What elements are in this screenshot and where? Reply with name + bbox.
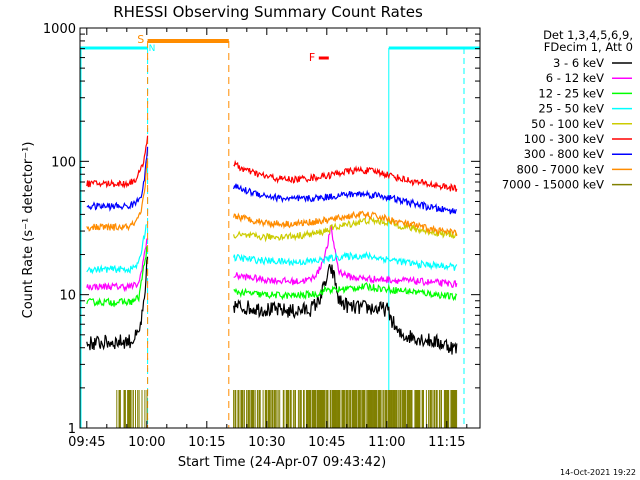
legend-label: 800 - 7000 keV [516,162,604,176]
chart-title: RHESSI Observing Summary Count Rates [113,3,423,21]
legend-header-line-1: Det 1,3,4,5,6,9, [543,28,633,42]
series-6-12-kev [86,224,458,293]
series-segment-0 [233,216,458,243]
series-7000-15000-kev [116,390,458,428]
legend-label: 50 - 100 keV [531,117,604,131]
series-3-6-kev [86,256,458,355]
x-tick-label: 09:45 [68,435,105,450]
legend-label: 300 - 800 keV [524,147,604,161]
x-tick-label: 11:00 [368,435,405,450]
series-segment-1 [233,183,457,215]
series-segment-1 [233,251,458,271]
series-segment-1 [233,210,458,237]
series-segment-1 [233,282,458,302]
y-tick-label: 1 [68,422,76,437]
x-tick-label: 10:45 [308,435,345,450]
orbit-markers: SN F [80,33,480,428]
y-tick-label: 1000 [43,22,76,37]
series-segment-0 [86,146,149,212]
series-300-800-kev [86,146,457,215]
series-25-50-kev [86,224,458,275]
y-tick-label: 100 [51,155,76,170]
legend: Det 1,3,4,5,6,9, FDecim 1, Att 0 3 - 6 k… [502,28,633,192]
series-segment-1 [233,264,458,355]
x-tick-label: 10:00 [128,435,165,450]
series-100-300-kev [86,135,458,192]
series-segment-0 [86,158,149,232]
legend-label: 6 - 12 keV [546,71,604,85]
annotation-n: N [149,44,156,54]
legend-label: 12 - 25 keV [538,86,604,100]
x-axis-label: Start Time (24-Apr-07 09:43:42) [178,455,386,470]
series-segment-0 [86,256,149,351]
x-tick-label: 11:15 [428,435,465,450]
series-50-100-kev [233,216,458,243]
axes: 09:45 10:00 10:15 10:30 10:45 11:00 11:15 1 10 10… [43,22,481,450]
series-segment-1 [233,159,458,192]
legend-label: 25 - 50 keV [538,102,604,116]
y-axis-label: Count Rate (s⁻¹ detector⁻¹) [21,142,36,319]
annotation-f: F [309,51,315,64]
y-tick-label: 10 [59,289,76,304]
series-segment-0 [86,238,148,293]
series-12-25-kev [86,246,458,308]
series-segment-0 [86,224,148,275]
plot-frame [79,27,481,429]
x-tick-label: 10:30 [248,435,285,450]
series-lines [86,135,458,428]
series-segment-1 [233,224,458,289]
legend-header-line-2: FDecim 1, Att 0 [544,40,633,54]
series-segment-0 [86,135,149,189]
series-800-7000-kev [86,158,458,237]
x-tick-label: 10:15 [188,435,225,450]
legend-label: 7000 - 15000 keV [502,178,604,192]
legend-label: 100 - 300 keV [524,132,604,146]
series-segment-0 [86,246,148,308]
footer-date: 14-Oct-2021 19:22 [560,468,636,477]
legend-label: 3 - 6 keV [553,56,604,70]
annotation-s: S [137,33,144,46]
